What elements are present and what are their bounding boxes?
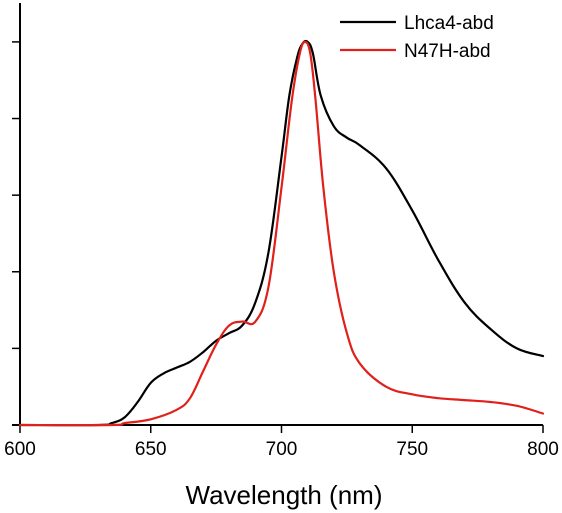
legend-label-1: Lhca4-abd xyxy=(404,13,494,34)
x-tick-label: 750 xyxy=(396,439,428,460)
series-layer xyxy=(18,39,545,427)
series-line-2 xyxy=(18,40,545,427)
legend-label-2: N47H-abd xyxy=(404,41,491,62)
x-tick-label: 650 xyxy=(135,439,167,460)
series-line-1 xyxy=(18,39,545,427)
legend: Lhca4-abd N47H-abd xyxy=(340,13,494,62)
x-tick-label: 600 xyxy=(4,439,36,460)
x-axis-title: Wavelength (nm) xyxy=(186,480,383,510)
x-tick-label: 800 xyxy=(527,439,559,460)
x-tick-label: 700 xyxy=(266,439,298,460)
axes: 600 650 700 750 800 xyxy=(4,3,559,460)
